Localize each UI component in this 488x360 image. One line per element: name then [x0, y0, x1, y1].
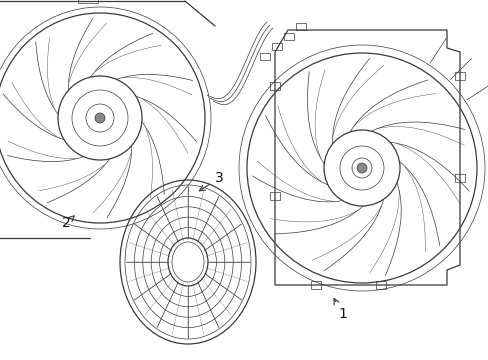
Bar [284, 33, 293, 40]
Bar [454, 72, 464, 80]
Bar [295, 23, 305, 30]
Bar [260, 53, 269, 60]
Circle shape [95, 113, 105, 123]
Bar [271, 43, 282, 50]
Text: 1: 1 [333, 298, 346, 321]
Circle shape [356, 163, 366, 173]
Text: 2: 2 [62, 216, 74, 230]
Text: 3: 3 [199, 171, 224, 191]
Bar [311, 281, 321, 289]
Bar [454, 174, 464, 182]
Bar [78, 0, 98, 3]
Bar [375, 281, 385, 289]
Bar [269, 82, 280, 90]
Bar [269, 192, 280, 200]
